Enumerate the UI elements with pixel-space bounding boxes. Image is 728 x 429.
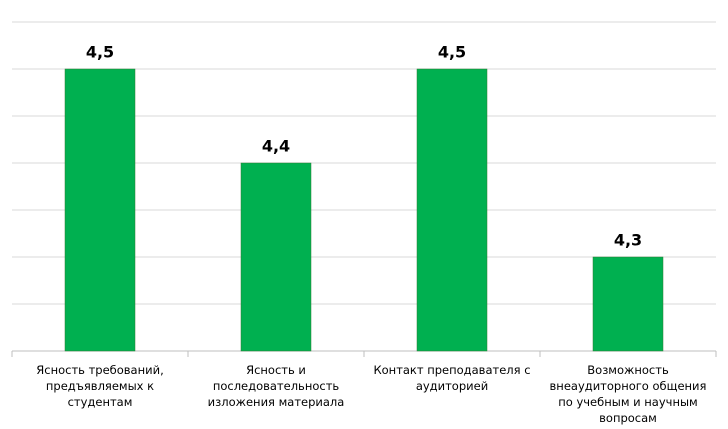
value-label: 4,5 (438, 43, 466, 62)
x-tick-label: Контакт преподавателя с аудиторией (373, 363, 531, 393)
bar (64, 68, 136, 352)
value-label: 4,3 (614, 231, 642, 250)
value-label: 4,4 (262, 137, 290, 156)
bar (592, 256, 664, 352)
bar (416, 68, 488, 352)
x-tick-label: Возможность внеаудиторного общения по уч… (549, 363, 707, 425)
x-tick-label: Ясность и последовательность изложения м… (207, 363, 345, 409)
bar (240, 162, 312, 352)
x-tick-label: Ясность требований, предъявляемых к студ… (36, 363, 164, 409)
value-label: 4,5 (86, 43, 114, 62)
